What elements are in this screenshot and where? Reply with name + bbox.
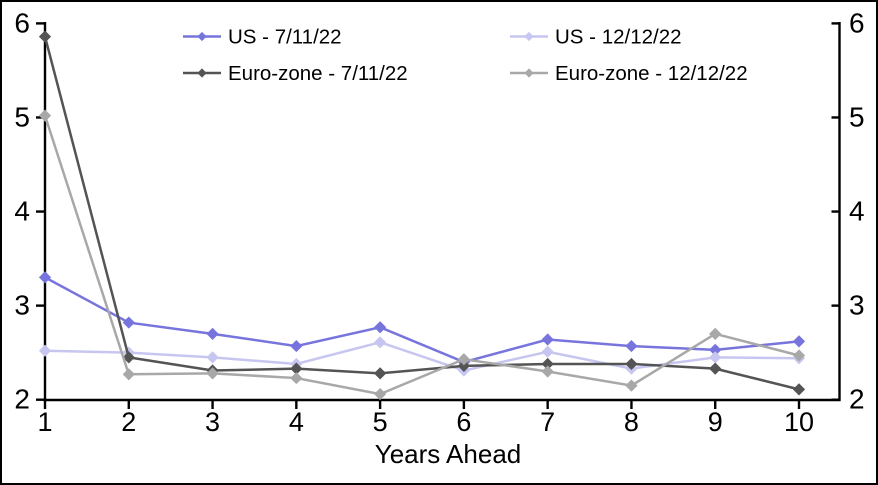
y-tick-label-right: 4	[849, 196, 865, 227]
x-tick-label: 2	[121, 407, 136, 437]
series-marker-3	[290, 371, 303, 385]
y-tick-label-left: 3	[14, 290, 30, 321]
series-marker-3	[709, 327, 722, 340]
series-marker-3	[374, 387, 387, 401]
x-tick-label: 1	[37, 407, 52, 437]
x-tick-label: 9	[708, 407, 723, 437]
legend-item: Euro-zone - 7/11/22	[183, 62, 408, 85]
x-tick-label: 8	[624, 407, 639, 437]
series-marker-3	[792, 349, 806, 362]
legend-label: US - 7/11/22	[228, 26, 342, 49]
series-marker-1	[709, 351, 722, 364]
y-tick-label-right: 6	[849, 7, 865, 38]
legend-item: Euro-zone - 12/12/22	[510, 62, 748, 85]
y-tick-label-right: 2	[849, 384, 865, 415]
series-line-0	[44, 276, 800, 364]
series-marker-0	[290, 339, 303, 353]
series-line-2	[43, 36, 800, 391]
x-tick-label: 7	[540, 407, 555, 437]
legend-item: US - 12/12/22	[510, 26, 682, 49]
series-marker-2	[625, 357, 638, 371]
series-marker-0	[541, 333, 554, 346]
y-tick-label-left: 2	[14, 384, 30, 415]
series-marker-0	[792, 335, 806, 348]
x-axis-title: Years Ahead	[375, 439, 522, 469]
series-line-1	[44, 341, 800, 372]
series-marker-0	[374, 321, 387, 334]
series-marker-0	[38, 271, 52, 284]
legend-item: US - 7/11/22	[183, 26, 342, 49]
legend-marker-diamond	[197, 31, 207, 42]
x-tick-label: 6	[456, 407, 471, 437]
y-tick-label-right: 3	[849, 290, 865, 321]
legend-marker-diamond	[524, 68, 534, 78]
y-tick-label-left: 6	[14, 7, 30, 38]
series-marker-0	[122, 316, 135, 329]
series-marker-1	[541, 345, 554, 358]
x-tick-label: 5	[373, 407, 388, 437]
series-marker-3	[122, 368, 135, 381]
series-marker-1	[374, 336, 387, 349]
series-marker-3	[457, 353, 470, 366]
x-tick-label: 3	[205, 407, 220, 437]
y-tick-label-left: 4	[14, 196, 30, 227]
series-marker-3	[38, 109, 52, 122]
series-marker-1	[206, 351, 219, 364]
legend-label: US - 12/12/22	[555, 26, 682, 49]
series-marker-3	[206, 367, 219, 380]
series-marker-2	[374, 367, 387, 380]
series-marker-0	[625, 339, 638, 353]
series-marker-2	[792, 383, 806, 396]
series-marker-2	[38, 30, 52, 43]
series-marker-0	[206, 327, 219, 340]
series-marker-2	[290, 362, 303, 375]
series-marker-3	[625, 379, 638, 392]
legend-label: Euro-zone - 12/12/22	[555, 62, 748, 85]
x-tick-label: 10	[784, 407, 814, 437]
series-marker-2	[709, 362, 722, 375]
y-tick-label-right: 5	[849, 101, 865, 132]
legend-label: Euro-zone - 7/11/22	[228, 62, 408, 85]
series-line-3	[43, 115, 800, 396]
series-marker-3	[541, 365, 554, 378]
y-tick-label-left: 5	[14, 101, 30, 132]
x-tick-label: 4	[289, 407, 304, 437]
series-marker-2	[122, 351, 135, 364]
legend-marker-diamond	[197, 68, 207, 78]
series-marker-1	[38, 344, 52, 357]
legend-marker-diamond	[524, 31, 534, 42]
